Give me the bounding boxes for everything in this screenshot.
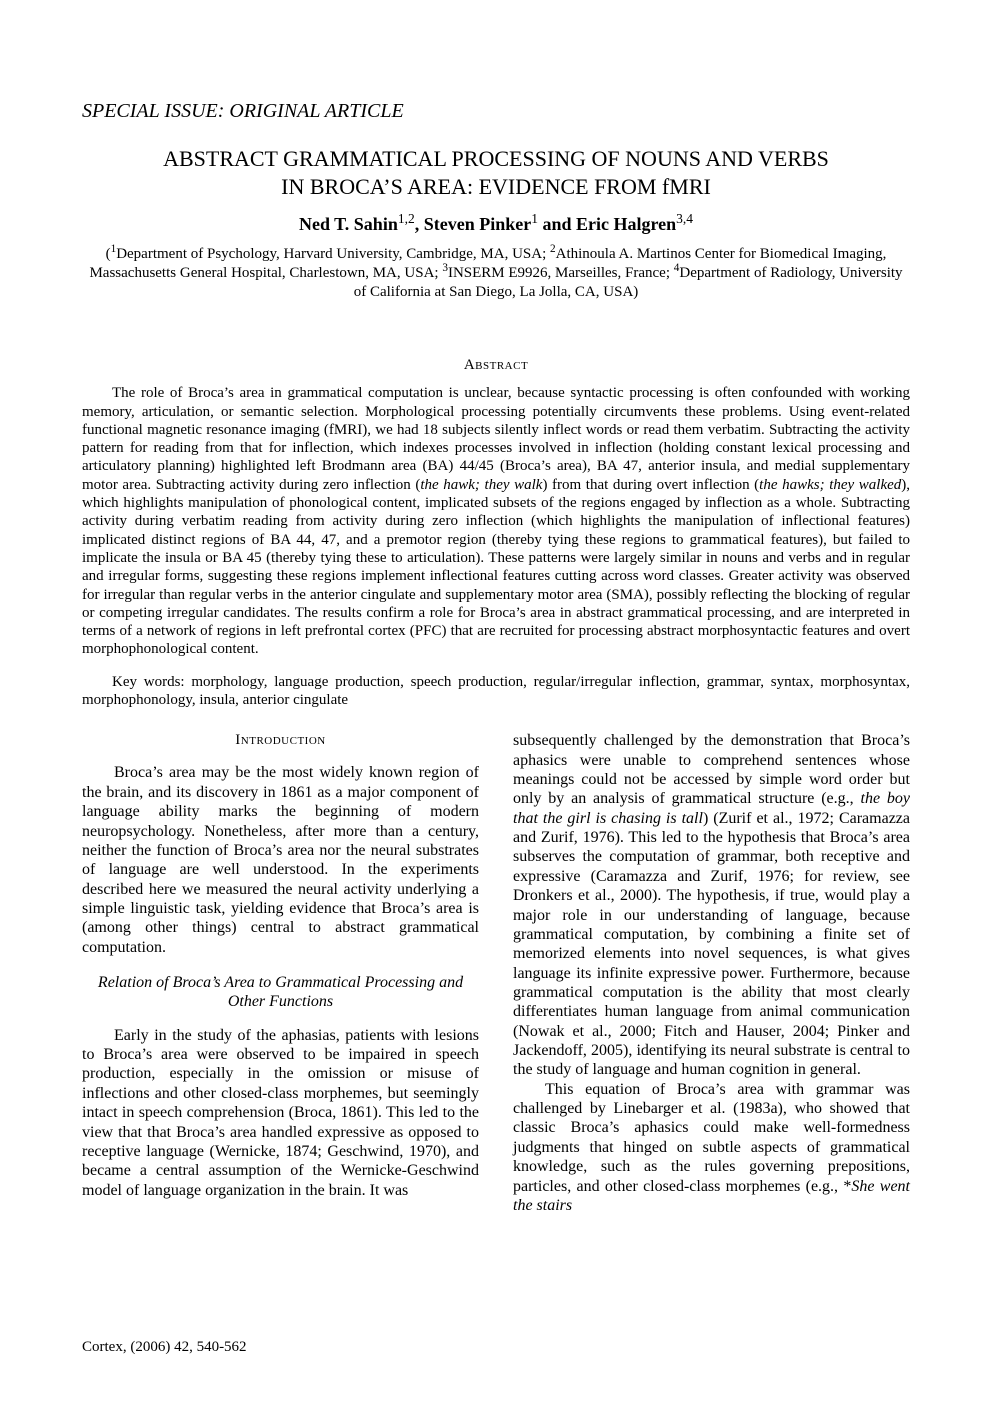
article-title: ABSTRACT GRAMMATICAL PROCESSING OF NOUNS… bbox=[82, 145, 910, 200]
right-paragraph-1: subsequently challenged by the demonstra… bbox=[513, 731, 910, 1079]
keywords: Key words: morphology, language producti… bbox=[82, 673, 910, 710]
introduction-heading: Introduction bbox=[82, 731, 479, 749]
subsection-heading: Relation of Broca’s Area to Grammatical … bbox=[82, 973, 479, 1012]
left-column: Introduction Broca’s area may be the mos… bbox=[82, 731, 479, 1215]
special-issue-label: SPECIAL ISSUE: ORIGINAL ARTICLE bbox=[82, 100, 910, 123]
right-column: subsequently challenged by the demonstra… bbox=[513, 731, 910, 1215]
page: SPECIAL ISSUE: ORIGINAL ARTICLE ABSTRACT… bbox=[0, 0, 992, 1402]
right-paragraph-2: This equation of Broca’s area with gramm… bbox=[513, 1080, 910, 1216]
abstract-text: The role of Broca’s area in grammatical … bbox=[82, 384, 910, 658]
intro-paragraph-2: Early in the study of the aphasias, pati… bbox=[82, 1026, 479, 1200]
authors: Ned T. Sahin1,2, Steven Pinker1 and Eric… bbox=[82, 214, 910, 235]
two-column-body: Introduction Broca’s area may be the mos… bbox=[82, 731, 910, 1215]
journal-footer: Cortex, (2006) 42, 540-562 bbox=[82, 1339, 247, 1356]
intro-paragraph-1: Broca’s area may be the most widely know… bbox=[82, 763, 479, 957]
abstract-heading: Abstract bbox=[82, 357, 910, 374]
title-line-2: IN BROCA’S AREA: EVIDENCE FROM fMRI bbox=[281, 174, 711, 199]
title-line-1: ABSTRACT GRAMMATICAL PROCESSING OF NOUNS… bbox=[163, 146, 829, 171]
affiliations: (1Department of Psychology, Harvard Univ… bbox=[82, 245, 910, 301]
